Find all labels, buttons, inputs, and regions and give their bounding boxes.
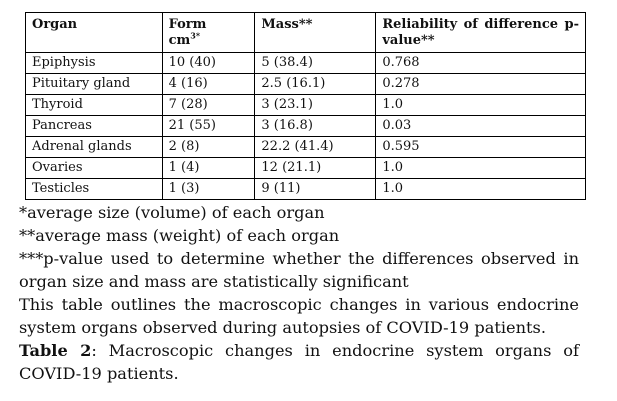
table-row: Pituitary gland 4 (16) 2.5 (16.1) 0.278: [25, 73, 586, 95]
cell-form: 7 (28): [161, 94, 256, 116]
cell-organ: Adrenal glands: [25, 136, 163, 158]
header-organ: Organ: [25, 12, 163, 53]
caption-label: Table 2: [19, 341, 92, 360]
header-form: Form cm3*: [161, 12, 256, 53]
cell-organ: Ovaries: [25, 157, 163, 179]
cell-organ: Thyroid: [25, 94, 163, 116]
cell-form: 10 (40): [161, 52, 256, 74]
cell-mass: 3 (16.8): [254, 115, 377, 137]
header-mass-label: Mass**: [261, 17, 313, 32]
header-mass: Mass**: [254, 12, 377, 53]
cell-form: 1 (4): [161, 157, 256, 179]
footnote-mass: **average mass (weight) of each organ: [19, 226, 340, 245]
cell-organ: Pituitary gland: [25, 73, 163, 95]
cell-mass: 22.2 (41.4): [254, 136, 377, 158]
caption-text: : Macroscopic changes in endocrine syste…: [19, 341, 580, 383]
header-form-unit: cm: [168, 33, 191, 48]
header-organ-label: Organ: [32, 17, 78, 32]
header-form-superscript: 3*: [190, 30, 201, 41]
table-caption: Table 2: Macroscopic changes in endocrin…: [19, 339, 579, 385]
header-reliability: Reliability of difference p- value**: [375, 12, 586, 53]
table-row: Pancreas 21 (55) 3 (16.8) 0.03: [25, 115, 586, 137]
footnote-size: *average size (volume) of each organ: [19, 203, 325, 222]
cell-mass: 12 (21.1): [254, 157, 377, 179]
cell-mass: 9 (11): [254, 178, 377, 200]
cell-mass: 5 (38.4): [254, 52, 377, 74]
header-reliability-line2: value**: [382, 33, 435, 48]
cell-mass: 3 (23.1): [254, 94, 377, 116]
header-reliability-line1: Reliability of difference p-: [382, 17, 579, 32]
table-header-row: Organ Form cm3* Mass** Reliability of di…: [25, 12, 586, 53]
table-row: Adrenal glands 2 (8) 22.2 (41.4) 0.595: [25, 136, 586, 158]
cell-p-value: 1.0: [375, 178, 586, 200]
cell-mass: 2.5 (16.1): [254, 73, 377, 95]
document-page: Organ Form cm3* Mass** Reliability of di…: [19, 12, 601, 385]
cell-p-value: 0.595: [375, 136, 586, 158]
cell-p-value: 0.278: [375, 73, 586, 95]
cell-p-value: 0.768: [375, 52, 586, 74]
cell-organ: Pancreas: [25, 115, 163, 137]
header-form-label: Form: [168, 17, 207, 32]
cell-p-value: 0.03: [375, 115, 586, 137]
cell-organ: Epiphysis: [25, 52, 163, 74]
cell-p-value: 1.0: [375, 157, 586, 179]
cell-organ: Testicles: [25, 178, 163, 200]
table-row: Thyroid 7 (28) 3 (23.1) 1.0: [25, 94, 586, 116]
cell-form: 2 (8): [161, 136, 256, 158]
cell-form: 4 (16): [161, 73, 256, 95]
organ-table: Organ Form cm3* Mass** Reliability of di…: [25, 12, 586, 200]
footnote-p-value: ***p-value used to determine whether the…: [19, 249, 579, 291]
cell-form: 21 (55): [161, 115, 256, 137]
table-notes: *average size (volume) of each organ **a…: [19, 201, 579, 385]
cell-p-value: 1.0: [375, 94, 586, 116]
table-row: Epiphysis 10 (40) 5 (38.4) 0.768: [25, 52, 586, 74]
table-row: Ovaries 1 (4) 12 (21.1) 1.0: [25, 157, 586, 179]
table-row: Testicles 1 (3) 9 (11) 1.0: [25, 178, 586, 200]
cell-form: 1 (3): [161, 178, 256, 200]
table-description: This table outlines the macroscopic chan…: [19, 295, 579, 337]
